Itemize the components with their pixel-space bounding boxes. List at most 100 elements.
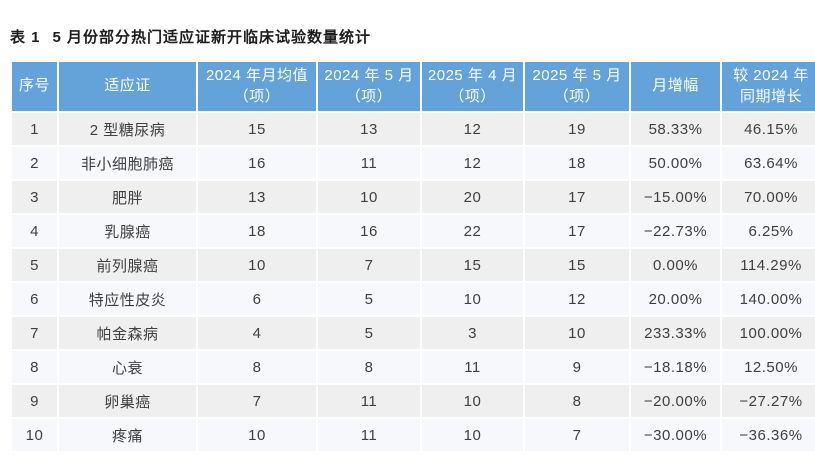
column-header-line: 2024 年 5 月 bbox=[324, 67, 414, 85]
table-cell: 2 型糖尿病 bbox=[59, 113, 196, 145]
table-cell: 10 bbox=[318, 181, 420, 213]
column-header: 2025 年 4 月 （项） bbox=[422, 62, 523, 111]
table-cell: 心衰 bbox=[59, 351, 196, 383]
table-cell: 13 bbox=[318, 113, 420, 145]
table-cell: 19 bbox=[525, 113, 629, 145]
table-caption-label: 表 1 bbox=[10, 29, 41, 46]
table-caption: 表 1 5 月份部分热门适应证新开临床试验数量统计 bbox=[10, 26, 806, 47]
table-cell: 20.00% bbox=[631, 283, 720, 315]
table-cell: 9 bbox=[525, 351, 629, 383]
table-cell: 6 bbox=[198, 283, 316, 315]
table-caption-text: 5 月份部分热门适应证新开临床试验数量统计 bbox=[52, 29, 372, 46]
table-cell: 7 bbox=[525, 419, 629, 451]
table-cell: 17 bbox=[525, 215, 629, 247]
table-cell: 7 bbox=[198, 385, 316, 417]
column-header-line: 较 2024 年 bbox=[733, 67, 809, 85]
table-row: 8 心衰 8 8 11 9 −18.18% 12.50% bbox=[12, 351, 815, 383]
table-cell: 8 bbox=[198, 351, 316, 383]
table-row: 10 疼痛 10 11 10 7 −30.00% −36.36% bbox=[12, 419, 815, 451]
column-header: 2025 年 5 月 （项） bbox=[525, 62, 629, 111]
table-cell: 12 bbox=[422, 113, 523, 145]
column-header-line: 适应证 bbox=[104, 77, 151, 95]
table-row: 7 帕金森病 4 5 3 10 233.33% 100.00% bbox=[12, 317, 815, 349]
table-cell: 8 bbox=[525, 385, 629, 417]
table-cell: 1 bbox=[12, 113, 57, 145]
table-cell: −20.00% bbox=[631, 385, 720, 417]
table-header-row: 序号 适应证 2024 年月均值 （项） 2024 年 5 月（项） 2025 年 4 月… bbox=[12, 62, 815, 111]
table-cell: 特应性皮炎 bbox=[59, 283, 196, 315]
table-row: 6 特应性皮炎 6 5 10 12 20.00% 140.00% bbox=[12, 283, 815, 315]
table-cell: 7 bbox=[12, 317, 57, 349]
table-cell: 70.00% bbox=[722, 181, 815, 213]
table-cell: 11 bbox=[318, 385, 420, 417]
table-cell: 前列腺癌 bbox=[59, 249, 196, 281]
table-cell: −15.00% bbox=[631, 181, 720, 213]
table-cell: 乳腺癌 bbox=[59, 215, 196, 247]
table-row: 3 肥胖 13 10 20 17 −15.00% 70.00% bbox=[12, 181, 815, 213]
table-cell: 12.50% bbox=[722, 351, 815, 383]
clinical-trials-table: 序号 适应证 2024 年月均值 （项） 2024 年 5 月（项） 2025 年 4 月… bbox=[10, 60, 815, 453]
table-cell: 5 bbox=[318, 317, 420, 349]
table-cell: 6 bbox=[12, 283, 57, 315]
column-header: 2024 年 5 月 （项） bbox=[318, 62, 420, 111]
table-cell: 4 bbox=[12, 215, 57, 247]
table-cell: 15 bbox=[198, 113, 316, 145]
table-cell: 12 bbox=[525, 283, 629, 315]
table-cell: 20 bbox=[422, 181, 523, 213]
column-header-line: 2025 年 4 月 bbox=[427, 67, 518, 85]
table-cell: 帕金森病 bbox=[59, 317, 196, 349]
table-cell: 22 bbox=[422, 215, 523, 247]
table-cell: 10 bbox=[525, 317, 629, 349]
column-header-line: 序号 bbox=[18, 77, 50, 95]
column-header: 月增幅 bbox=[631, 62, 720, 111]
table-cell: 18 bbox=[525, 147, 629, 179]
table-row: 2 非小细胞肺癌 16 11 12 18 50.00% 63.64% bbox=[12, 147, 815, 179]
table-cell: 10 bbox=[198, 249, 316, 281]
table-cell: 4 bbox=[198, 317, 316, 349]
column-header-line: 2025 年 5 月 bbox=[532, 67, 622, 85]
table-row: 9 卵巢癌 7 11 10 8 −20.00% −27.27% bbox=[12, 385, 815, 417]
table-cell: 10 bbox=[422, 385, 523, 417]
table-cell: 233.33% bbox=[631, 317, 720, 349]
table-cell: 12 bbox=[422, 147, 523, 179]
table-head: 序号 适应证 2024 年月均值 （项） 2024 年 5 月（项） 2025 年 4 月… bbox=[12, 62, 815, 111]
column-header-line: （项） bbox=[553, 87, 601, 105]
table-cell: 18 bbox=[198, 215, 316, 247]
table-cell: 10 bbox=[422, 419, 523, 451]
table-cell: 6.25% bbox=[722, 215, 815, 247]
table-cell: 10 bbox=[198, 419, 316, 451]
column-header-line: （项） bbox=[449, 87, 496, 105]
table-cell: 10 bbox=[422, 283, 523, 315]
table-cell: 15 bbox=[525, 249, 629, 281]
column-header-line: （项） bbox=[345, 87, 393, 105]
table-cell: 140.00% bbox=[722, 283, 815, 315]
table-cell: 13 bbox=[198, 181, 316, 213]
table-cell: 5 bbox=[318, 283, 420, 315]
table-cell: 3 bbox=[422, 317, 523, 349]
table-cell: 7 bbox=[318, 249, 420, 281]
column-header: 适应证 bbox=[59, 62, 196, 111]
table-cell: 63.64% bbox=[722, 147, 815, 179]
table-cell: 58.33% bbox=[631, 113, 720, 145]
table-cell: 100.00% bbox=[722, 317, 815, 349]
table-cell: 3 bbox=[12, 181, 57, 213]
column-header: 较 2024 年同期增长 bbox=[722, 62, 815, 111]
column-header-line: （项） bbox=[233, 87, 281, 105]
table-cell: −27.27% bbox=[722, 385, 815, 417]
page: 表 1 5 月份部分热门适应证新开临床试验数量统计 序号 适应证 2024 年月均值 （… bbox=[10, 26, 815, 453]
column-header-line: 月增幅 bbox=[652, 77, 699, 95]
table-cell: 16 bbox=[318, 215, 420, 247]
table-cell: 16 bbox=[198, 147, 316, 179]
table-cell: 0.00% bbox=[631, 249, 720, 281]
table-cell: 9 bbox=[12, 385, 57, 417]
table-cell: 5 bbox=[12, 249, 57, 281]
table-cell: 11 bbox=[318, 147, 420, 179]
table-cell: 2 bbox=[12, 147, 57, 179]
table-cell: 11 bbox=[422, 351, 523, 383]
table-cell: −22.73% bbox=[631, 215, 720, 247]
table-cell: 11 bbox=[318, 419, 420, 451]
table-cell: 肥胖 bbox=[59, 181, 196, 213]
table-cell: 15 bbox=[422, 249, 523, 281]
table-cell: 非小细胞肺癌 bbox=[59, 147, 196, 179]
